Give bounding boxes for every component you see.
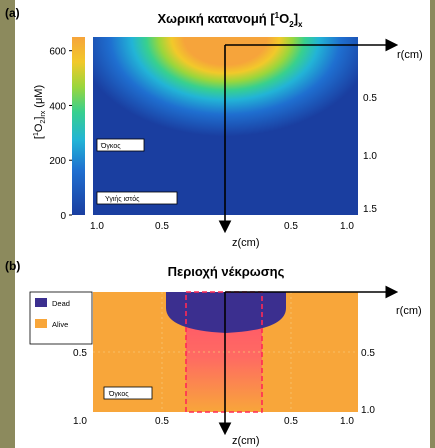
dead-region bbox=[166, 292, 286, 333]
z-axis-label-a: z(cm) bbox=[232, 237, 260, 249]
colorbar-tick-label: 200 bbox=[49, 156, 66, 167]
colorbar-tick-label: 600 bbox=[49, 47, 66, 58]
r-tick-b-0: 0.5 bbox=[361, 348, 375, 359]
colorbar-tick-label: 400 bbox=[49, 101, 66, 112]
colorbar-tick-label: 0 bbox=[60, 211, 66, 222]
r-axis-label-a: r(cm) bbox=[397, 49, 423, 61]
legend-alive-label: Alive bbox=[52, 320, 68, 329]
panel-b-title: Περιοχή νέκρωσης bbox=[168, 264, 285, 279]
z-tick-b-2: 0.5 bbox=[155, 416, 169, 427]
legend-dead-label: Dead bbox=[52, 299, 70, 308]
panel-a: (a) Χωρική κατανομή [1O2]x 600 400 200 0 [1… bbox=[5, 6, 423, 249]
z-tick-b-3: 0.5 bbox=[284, 416, 298, 427]
panel-b: (b) Περιοχή νέκρωσης Dead Alive Όγκος bbox=[5, 259, 422, 447]
annotation-tumor-b: Όγκος bbox=[103, 386, 153, 400]
legend-dead-swatch bbox=[35, 298, 47, 307]
z-tick-a-3: 1.0 bbox=[340, 221, 354, 232]
r-tick-a-0: 0.5 bbox=[363, 93, 377, 104]
annotation-tumor-a: Όγκος bbox=[96, 138, 145, 152]
svg-text:Όγκος: Όγκος bbox=[100, 143, 121, 150]
r-axis-label-b: r(cm) bbox=[396, 305, 422, 317]
legend-b: Dead Alive bbox=[29, 291, 93, 345]
svg-text:Υγιής ιστός: Υγιής ιστός bbox=[105, 195, 140, 203]
colorbar-label: [1O2]rx (μM) bbox=[33, 85, 47, 139]
z-tick-a-2: 0.5 bbox=[284, 221, 298, 232]
svg-text:Όγκος: Όγκος bbox=[108, 391, 129, 398]
panel-a-label: (a) bbox=[5, 6, 20, 20]
grid-b bbox=[93, 292, 358, 412]
r-tick-a-1: 1.0 bbox=[363, 151, 377, 162]
z-tick-a-0: 1.0 bbox=[90, 221, 104, 232]
r-tick-b-1: 1.0 bbox=[361, 405, 375, 416]
z-tick-b-1: 1.0 bbox=[73, 416, 87, 427]
tumor-boundary bbox=[185, 291, 263, 413]
z-tick-b-4: 1.0 bbox=[340, 416, 354, 427]
colorbar bbox=[72, 37, 85, 215]
colorbar-ticks: 600 400 200 0 bbox=[49, 47, 72, 222]
legend-alive-swatch bbox=[35, 319, 47, 328]
z-axis-label-b: z(cm) bbox=[232, 435, 260, 447]
z-tick-b-0: 0.5 bbox=[73, 348, 87, 359]
panel-a-title: Χωρική κατανομή [1O2]x bbox=[157, 11, 303, 29]
z-tick-a-1: 0.5 bbox=[155, 221, 169, 232]
panel-b-label: (b) bbox=[5, 259, 20, 273]
annotation-healthy-tissue: Υγιής ιστός bbox=[96, 191, 178, 205]
r-tick-a-2: 1.5 bbox=[363, 204, 377, 215]
